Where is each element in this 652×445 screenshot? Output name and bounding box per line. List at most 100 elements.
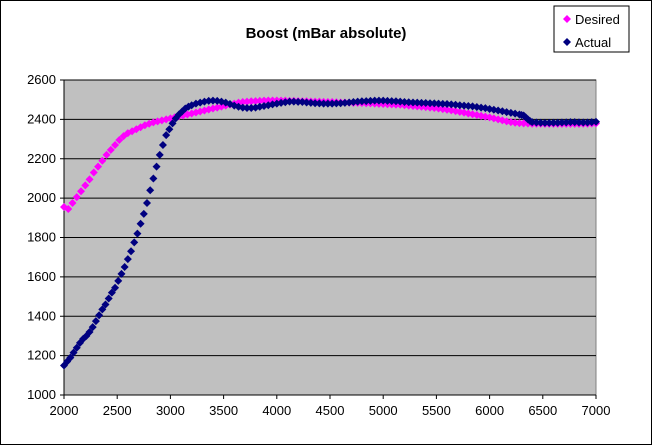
data-point-actual bbox=[136, 219, 145, 228]
data-point-actual bbox=[117, 269, 126, 278]
data-point-desired bbox=[98, 156, 107, 165]
data-point-desired bbox=[85, 175, 94, 184]
x-tick-label: 6500 bbox=[528, 403, 557, 418]
data-point-actual bbox=[413, 98, 422, 107]
data-point-actual bbox=[101, 300, 110, 309]
data-point-desired bbox=[81, 181, 90, 190]
legend-marker-desired bbox=[563, 15, 571, 23]
x-tick-label: 3000 bbox=[156, 403, 185, 418]
y-tick-label: 1800 bbox=[27, 230, 56, 245]
y-tick-labels: 1000 1200 1400 1600 1800 2000 2200 2400 2600 bbox=[27, 72, 56, 402]
legend-marker-actual bbox=[563, 38, 571, 46]
data-point-actual bbox=[438, 99, 447, 108]
y-tick-label: 2000 bbox=[27, 190, 56, 205]
data-series bbox=[60, 96, 600, 370]
data-point-actual bbox=[553, 118, 562, 127]
data-point-actual bbox=[383, 96, 392, 105]
data-point-actual bbox=[69, 348, 78, 357]
y-tick-label: 2200 bbox=[27, 151, 56, 166]
data-point-actual bbox=[88, 323, 97, 332]
data-point-actual bbox=[66, 353, 75, 362]
data-point-actual bbox=[357, 97, 366, 106]
data-point-actual bbox=[562, 118, 571, 127]
x-tick-label: 4000 bbox=[262, 403, 291, 418]
data-point-desired bbox=[94, 162, 103, 171]
data-point-desired bbox=[72, 193, 81, 202]
data-point-actual bbox=[130, 238, 139, 247]
data-point-actual bbox=[133, 229, 142, 238]
data-point-actual bbox=[152, 162, 161, 171]
data-point-actual bbox=[98, 305, 107, 314]
data-point-actual bbox=[146, 186, 155, 195]
legend-label-actual: Actual bbox=[575, 35, 611, 50]
data-point-desired bbox=[77, 187, 86, 196]
data-point-desired bbox=[102, 150, 111, 159]
data-point-actual bbox=[545, 118, 554, 127]
data-point-actual bbox=[592, 117, 600, 126]
data-point-actual bbox=[127, 247, 136, 256]
data-point-actual bbox=[294, 97, 303, 106]
data-point-desired bbox=[106, 145, 115, 154]
data-point-desired bbox=[519, 119, 528, 128]
data-point-desired bbox=[515, 119, 524, 128]
data-point-actual bbox=[379, 96, 388, 105]
data-point-desired bbox=[247, 97, 256, 106]
x-tick-label: 7000 bbox=[582, 403, 611, 418]
data-point-actual bbox=[549, 118, 558, 127]
data-point-actual bbox=[111, 283, 120, 292]
data-point-actual bbox=[72, 343, 81, 352]
data-point-actual bbox=[570, 118, 579, 127]
data-point-actual bbox=[315, 99, 324, 108]
x-tick-label: 5500 bbox=[422, 403, 451, 418]
x-tick-label: 6000 bbox=[475, 403, 504, 418]
data-point-actual bbox=[328, 99, 337, 108]
data-point-actual bbox=[579, 118, 588, 127]
data-point-actual bbox=[114, 276, 123, 285]
data-point-desired bbox=[255, 96, 264, 105]
data-point-actual bbox=[142, 199, 151, 208]
data-point-actual bbox=[155, 150, 164, 159]
data-point-actual bbox=[158, 140, 167, 149]
data-point-actual bbox=[95, 311, 104, 320]
data-point-actual bbox=[289, 97, 298, 106]
y-tick-label: 1400 bbox=[27, 308, 56, 323]
data-point-desired bbox=[111, 140, 120, 149]
data-point-actual bbox=[374, 96, 383, 105]
data-point-actual bbox=[162, 131, 171, 140]
data-point-desired bbox=[115, 136, 124, 145]
x-tick-label: 2500 bbox=[103, 403, 132, 418]
data-point-actual bbox=[123, 255, 132, 264]
data-point-actual bbox=[120, 263, 129, 272]
data-point-actual bbox=[426, 99, 435, 108]
data-point-actual bbox=[311, 99, 320, 108]
x-tick-label: 2000 bbox=[50, 403, 79, 418]
data-point-actual bbox=[208, 96, 217, 105]
data-point-desired bbox=[264, 96, 273, 105]
data-point-actual bbox=[387, 97, 396, 106]
data-point-actual bbox=[139, 209, 148, 218]
x-tick-label: 5000 bbox=[369, 403, 398, 418]
data-point-actual bbox=[434, 99, 443, 108]
data-point-actual bbox=[408, 98, 417, 107]
data-point-actual bbox=[400, 98, 409, 107]
data-point-desired bbox=[251, 97, 260, 106]
data-point-actual bbox=[557, 118, 566, 127]
legend-label-desired: Desired bbox=[575, 12, 620, 27]
data-point-actual bbox=[285, 97, 294, 106]
y-tick-label: 1000 bbox=[27, 387, 56, 402]
y-tick-label: 2400 bbox=[27, 111, 56, 126]
x-tick-labels: 2000 2500 3000 3500 4000 4500 5000 5500 6000 6500… bbox=[50, 403, 611, 418]
data-point-actual bbox=[319, 99, 328, 108]
y-tick-label: 1600 bbox=[27, 269, 56, 284]
axes bbox=[60, 79, 597, 399]
data-point-actual bbox=[165, 125, 174, 134]
y-tick-label: 1200 bbox=[27, 348, 56, 363]
data-point-actual bbox=[323, 99, 332, 108]
data-point-actual bbox=[430, 99, 439, 108]
y-tick-label: 2600 bbox=[27, 72, 56, 87]
data-point-actual bbox=[332, 99, 341, 108]
legend: Desired Actual bbox=[553, 5, 630, 53]
data-point-actual bbox=[532, 118, 541, 127]
data-point-actual bbox=[574, 118, 583, 127]
